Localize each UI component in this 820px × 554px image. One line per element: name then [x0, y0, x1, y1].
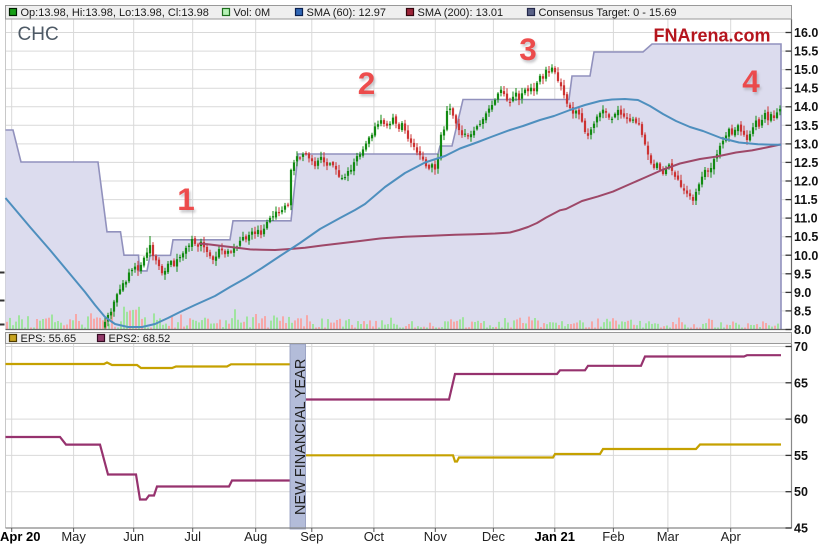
svg-text:9.5: 9.5: [794, 267, 811, 281]
svg-text:2: 2: [358, 65, 376, 101]
svg-text:15.5: 15.5: [794, 45, 818, 59]
svg-text:Jul: Jul: [184, 529, 201, 544]
svg-text:45: 45: [794, 522, 808, 536]
svg-text:Nov: Nov: [424, 529, 448, 544]
svg-text:60: 60: [794, 413, 808, 427]
svg-text:Oct: Oct: [364, 529, 385, 544]
svg-text:8.0: 8.0: [794, 323, 811, 337]
svg-text:55: 55: [794, 449, 808, 463]
svg-text:Apr: Apr: [721, 529, 742, 544]
svg-text:10.0: 10.0: [794, 249, 818, 263]
svg-text:4: 4: [742, 63, 760, 99]
svg-text:SMA (200): 13.01: SMA (200): 13.01: [418, 7, 504, 19]
svg-text:May: May: [61, 529, 86, 544]
svg-text:4: 4: [744, 66, 762, 102]
svg-text:9.0: 9.0: [794, 286, 811, 300]
svg-text:10.5: 10.5: [794, 230, 818, 244]
svg-text:Vol: 0M: Vol: 0M: [234, 7, 271, 19]
svg-text:SMA (60): 12.97: SMA (60): 12.97: [307, 7, 387, 19]
svg-text:70: 70: [794, 340, 808, 354]
svg-text:2: 2: [359, 68, 377, 104]
svg-text:16.0: 16.0: [794, 26, 818, 40]
svg-text:Mar: Mar: [657, 529, 680, 544]
svg-text:Apr 20: Apr 20: [0, 529, 40, 544]
svg-text:50: 50: [794, 485, 808, 499]
svg-text:Feb: Feb: [602, 529, 624, 544]
svg-text:Consensus Target: 0 - 15.69: Consensus Target: 0 - 15.69: [539, 7, 677, 19]
svg-text:11.0: 11.0: [794, 212, 818, 226]
svg-text:EPS: 55.65: EPS: 55.65: [21, 333, 77, 345]
svg-text:12.0: 12.0: [794, 175, 818, 189]
svg-text:12.5: 12.5: [794, 156, 818, 170]
svg-text:1: 1: [177, 181, 195, 217]
svg-text:3: 3: [519, 31, 537, 67]
svg-text:NEW FINANCIAL YEAR: NEW FINANCIAL YEAR: [293, 359, 309, 515]
svg-text:Sep: Sep: [300, 529, 323, 544]
svg-text:15.0: 15.0: [794, 63, 818, 77]
svg-text:Jan 21: Jan 21: [535, 529, 575, 544]
svg-text:13.5: 13.5: [794, 119, 818, 133]
svg-text:Jun: Jun: [123, 529, 144, 544]
svg-text:8.5: 8.5: [794, 304, 811, 318]
svg-text:Dec: Dec: [482, 529, 506, 544]
svg-text:Aug: Aug: [244, 529, 267, 544]
svg-text:FNArena.com: FNArena.com: [653, 26, 770, 46]
svg-text:65: 65: [794, 376, 808, 390]
svg-text:14.0: 14.0: [794, 100, 818, 114]
svg-text:14.5: 14.5: [794, 82, 818, 96]
svg-text:EPS2: 68.52: EPS2: 68.52: [109, 333, 171, 345]
svg-text:3: 3: [521, 34, 539, 70]
svg-text:CHC: CHC: [18, 24, 59, 45]
svg-text:11.5: 11.5: [794, 193, 818, 207]
svg-text:13.0: 13.0: [794, 137, 818, 151]
svg-text:Op:13.98, Hi:13.98, Lo:13.98,: Op:13.98, Hi:13.98, Lo:13.98, Cl:13.98: [21, 7, 209, 19]
svg-text:1: 1: [179, 184, 197, 220]
